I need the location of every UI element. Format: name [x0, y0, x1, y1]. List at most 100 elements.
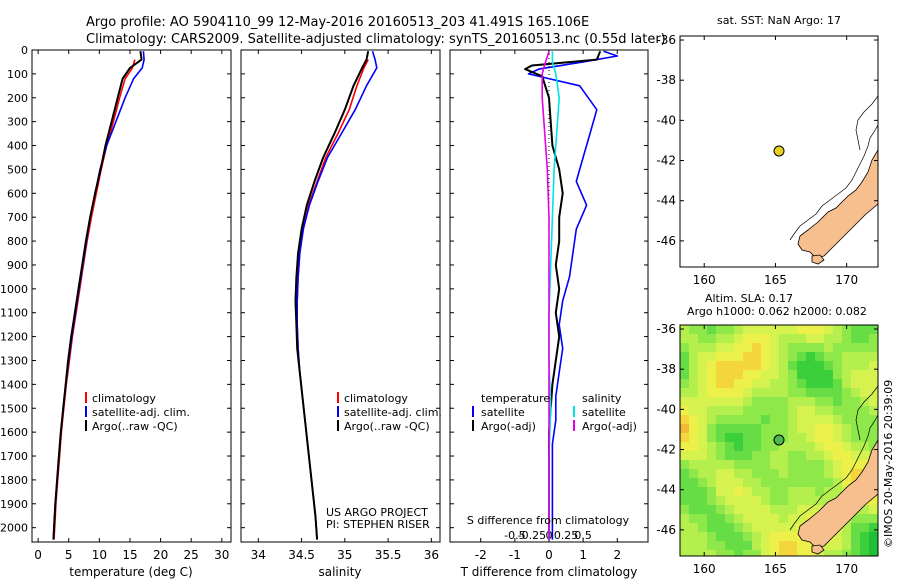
heatmap-cell [842, 352, 851, 361]
heatmap-cell [680, 523, 689, 532]
heatmap-cell [842, 343, 851, 352]
heatmap-cell [788, 397, 797, 406]
heatmap-cell [689, 451, 698, 460]
heatmap-cell [833, 406, 842, 415]
heatmap-cell [770, 496, 779, 505]
heatmap-cell [761, 388, 770, 397]
heatmap-cell [833, 442, 842, 451]
heatmap-cell [770, 460, 779, 469]
top-tick-label: -0.5 [504, 529, 525, 542]
heatmap-cell [851, 325, 860, 334]
heatmap-cell [824, 379, 833, 388]
heatmap-cell [680, 496, 689, 505]
heatmap-cell [698, 451, 707, 460]
heatmap-cell [860, 514, 869, 523]
heatmap-cell [797, 424, 806, 433]
x-tick-label: 25 [184, 548, 199, 562]
heatmap-cell [680, 397, 689, 406]
heatmap-cell [824, 370, 833, 379]
heatmap-cell [833, 550, 842, 556]
heatmap-cell [734, 469, 743, 478]
heatmap-cell [743, 505, 752, 514]
heatmap-cell [761, 424, 770, 433]
heatmap-cell [824, 433, 833, 442]
heatmap-cell [779, 415, 788, 424]
heatmap-cell [770, 514, 779, 523]
heatmap-cell [716, 361, 725, 370]
heatmap-cell [698, 397, 707, 406]
heatmap-cell [680, 550, 689, 556]
heatmap-cell [680, 343, 689, 352]
heatmap-cell [725, 460, 734, 469]
heatmap-cell [698, 415, 707, 424]
series-line-s-argo-adj- [541, 50, 550, 540]
y-tick-label: 200 [7, 92, 28, 105]
heatmap-cell [743, 478, 752, 487]
heatmap-cell [842, 361, 851, 370]
heatmap-cell [842, 388, 851, 397]
y-tick-label: 1500 [0, 402, 28, 415]
heatmap-cell [734, 424, 743, 433]
heatmap-cell [860, 460, 869, 469]
heatmap-cell [779, 523, 788, 532]
heatmap-cell [734, 514, 743, 523]
y-tick-label: 400 [7, 140, 28, 153]
heatmap-cell [842, 379, 851, 388]
heatmap-cell [761, 397, 770, 406]
heatmap-cell [824, 415, 833, 424]
credit-stamp: ©IMOS 20-May-2016 20:39:09 [882, 380, 895, 548]
heatmap-cell [770, 523, 779, 532]
sla-map-float-marker[interactable] [773, 434, 785, 446]
heatmap-cell [779, 469, 788, 478]
heatmap-cell [761, 415, 770, 424]
heatmap-cell [806, 505, 815, 514]
heatmap-cell [788, 442, 797, 451]
heatmap-cell [842, 451, 851, 460]
heatmap-cell [689, 442, 698, 451]
heatmap-cell [770, 415, 779, 424]
heatmap-cell [725, 505, 734, 514]
heatmap-cell [689, 370, 698, 379]
heatmap-cell [698, 550, 707, 556]
difference-profile-plot: -2 -1 0 1 2-0.5-0.25 0 0.250.5 [450, 49, 648, 562]
heatmap-cell [716, 460, 725, 469]
heatmap-cell [716, 424, 725, 433]
heatmap-cell [842, 541, 851, 550]
heatmap-cell [851, 343, 860, 352]
heatmap-cell [860, 361, 869, 370]
heatmap-cell [770, 325, 779, 334]
heatmap-cell [815, 460, 824, 469]
heatmap-cell [734, 505, 743, 514]
heatmap-cell [797, 541, 806, 550]
heatmap-cell [761, 505, 770, 514]
heatmap-cell [743, 451, 752, 460]
heatmap-cell [869, 523, 878, 532]
heatmap-cell [725, 352, 734, 361]
heatmap-cell [824, 478, 833, 487]
heatmap-cell [797, 550, 806, 556]
heatmap-cell [680, 352, 689, 361]
heatmap-cell [707, 550, 716, 556]
heatmap-cell [851, 442, 860, 451]
sla-map-axes: 160 165 170 -36 -38 -40 -42 -44 -46 [656, 322, 878, 576]
heatmap-cell [716, 370, 725, 379]
y-tick-label: 1400 [0, 378, 28, 391]
heatmap-cell [761, 514, 770, 523]
y-tick-label: 100 [7, 68, 28, 81]
heatmap-cell [806, 424, 815, 433]
heatmap-cell [752, 388, 761, 397]
map-x-tick-label: 160 [693, 273, 716, 287]
heatmap-cell [680, 379, 689, 388]
heatmap-cell [842, 415, 851, 424]
heatmap-cell [770, 424, 779, 433]
heatmap-cell [680, 433, 689, 442]
heatmap-cell [734, 397, 743, 406]
heatmap-cell [779, 352, 788, 361]
sst-map-float-marker[interactable] [773, 145, 785, 157]
heatmap-cell [734, 496, 743, 505]
heatmap-cell [869, 433, 878, 442]
heatmap-cell [689, 415, 698, 424]
sla-map-land-stewart-island [811, 544, 825, 555]
heatmap-cell [770, 370, 779, 379]
heatmap-cell [761, 433, 770, 442]
